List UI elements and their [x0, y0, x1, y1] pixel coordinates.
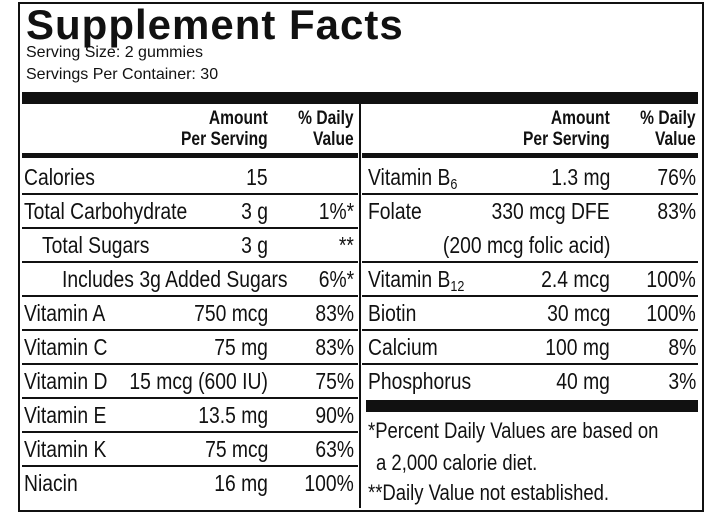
row-line: [362, 363, 698, 365]
nutrient-name: Phosphorus: [368, 368, 472, 394]
column-divider: [359, 104, 361, 508]
amount: 40 mg: [556, 368, 610, 394]
amount: 3 g: [241, 198, 268, 224]
nutrient-name: Calories: [24, 164, 95, 190]
daily-value: **: [338, 232, 354, 258]
border: [18, 2, 704, 512]
daily-value: 90%: [315, 402, 354, 428]
amount-header: Per Serving: [181, 129, 268, 150]
daily-value: 83%: [315, 334, 354, 360]
nutrient-name: Total Carbohydrate: [24, 198, 188, 224]
daily-value-header: Value: [655, 129, 696, 150]
footnote: *Percent Daily Values are based on: [368, 418, 659, 443]
nutrient-name: Vitamin B6: [368, 162, 457, 200]
amount-header: Per Serving: [523, 129, 610, 150]
daily-value: 76%: [657, 164, 696, 190]
daily-value: 100%: [646, 300, 696, 326]
nutrient-name: Includes 3g Added Sugars: [62, 266, 288, 292]
name-subscript: 6: [450, 176, 458, 193]
amount-header: Amount: [209, 108, 268, 129]
daily-value: 1%*: [318, 198, 354, 224]
name-subscript: 12: [450, 278, 465, 295]
amount: 75 mcg: [204, 436, 268, 462]
nutrient-name: Vitamin C: [24, 334, 108, 360]
row-line: [22, 295, 358, 297]
row-line: [362, 295, 698, 297]
amount: 15: [246, 164, 268, 190]
daily-value: 3%: [668, 368, 696, 394]
thick-bar: [366, 400, 698, 412]
row-line: [22, 397, 358, 399]
daily-value-header: % Daily: [298, 108, 354, 129]
servings-per-container: Servings Per Container: 30: [26, 66, 219, 83]
row-line: [22, 261, 358, 263]
daily-value: 6%*: [318, 266, 354, 292]
title: Supplement Facts: [26, 1, 404, 48]
row-line: [22, 363, 358, 365]
header-bar: [22, 153, 358, 158]
daily-value: 83%: [315, 300, 354, 326]
name-text: Vitamin B: [368, 164, 451, 190]
nutrient-name: Folate: [368, 198, 422, 224]
amount-header: Amount: [551, 108, 610, 129]
row-line: [362, 329, 698, 331]
amount: 30 mcg: [546, 300, 610, 326]
name-text: Vitamin B: [368, 266, 451, 292]
daily-value: 75%: [315, 368, 354, 394]
nutrient-name: Vitamin B12: [368, 264, 464, 302]
amount: 100 mg: [545, 334, 610, 360]
amount: 3 g: [241, 232, 268, 258]
row-line: [22, 193, 358, 195]
row-line: [362, 261, 698, 263]
amount: 15 mcg (600 IU): [129, 368, 268, 394]
footnote: **Daily Value not established.: [368, 480, 610, 505]
row-line: [22, 465, 358, 467]
header-bar: [362, 153, 698, 158]
amount: 13.5 mg: [198, 402, 268, 428]
serving-size: Serving Size: 2 gummies: [26, 44, 203, 61]
nutrient-name: Vitamin A: [24, 300, 106, 326]
daily-value: 100%: [646, 266, 696, 292]
daily-value: 100%: [304, 470, 354, 496]
daily-value: 83%: [657, 198, 696, 224]
amount: 2.4 mcg: [541, 266, 610, 292]
nutrient-name: Niacin: [24, 470, 78, 496]
daily-value: 63%: [315, 436, 354, 462]
amount: 750 mcg: [193, 300, 268, 326]
nutrient-name: Calcium: [368, 334, 438, 360]
nutrient-name: Vitamin D: [24, 368, 108, 394]
amount: 1.3 mg: [550, 164, 610, 190]
amount: 16 mg: [214, 470, 268, 496]
row-line: [22, 227, 358, 229]
amount: 330 mcg DFE: [491, 198, 610, 224]
nutrient-name: Total Sugars: [42, 232, 150, 258]
row-line: [22, 329, 358, 331]
footnote: a 2,000 calorie diet.: [376, 450, 538, 475]
nutrient-name: Vitamin E: [24, 402, 107, 428]
amount: 75 mg: [214, 334, 268, 360]
row-line: [362, 193, 698, 195]
nutrient-name: Vitamin K: [24, 436, 107, 462]
row-line: [22, 431, 358, 433]
nutrient-name: Biotin: [368, 300, 417, 326]
daily-value-header: Value: [313, 129, 354, 150]
daily-value-header: % Daily: [640, 108, 696, 129]
daily-value: 8%: [668, 334, 696, 360]
amount-note: (200 mcg folic acid): [442, 232, 610, 258]
thick-bar: [22, 92, 698, 104]
